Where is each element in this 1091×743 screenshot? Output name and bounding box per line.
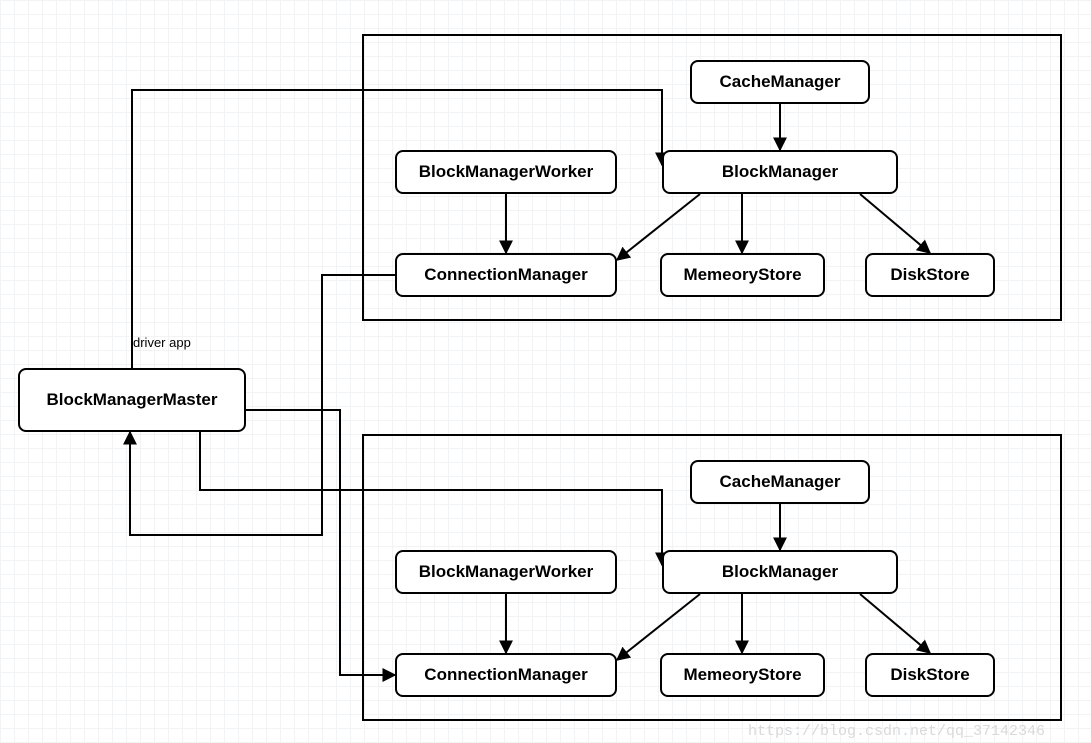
node-label: MemeoryStore	[683, 665, 801, 685]
node-memory-store-1: MemeoryStore	[660, 253, 825, 297]
node-block-manager-master: BlockManagerMaster	[18, 368, 246, 432]
node-block-manager-2: BlockManager	[662, 550, 898, 594]
node-label: BlockManager	[722, 162, 838, 182]
node-label: BlockManagerMaster	[46, 390, 217, 410]
node-connection-manager-2: ConnectionManager	[395, 653, 617, 697]
node-disk-store-2: DiskStore	[865, 653, 995, 697]
node-label: BlockManagerWorker	[419, 162, 593, 182]
node-label: ConnectionManager	[424, 665, 587, 685]
node-disk-store-1: DiskStore	[865, 253, 995, 297]
node-cache-manager-2: CacheManager	[690, 460, 870, 504]
node-label: CacheManager	[720, 72, 841, 92]
node-label: MemeoryStore	[683, 265, 801, 285]
label-driver-app: driver app	[133, 335, 191, 350]
node-block-manager-1: BlockManager	[662, 150, 898, 194]
node-cache-manager-1: CacheManager	[690, 60, 870, 104]
watermark-text: https://blog.csdn.net/qq_37142346	[748, 723, 1045, 740]
node-label: CacheManager	[720, 472, 841, 492]
node-label: BlockManager	[722, 562, 838, 582]
node-connection-manager-1: ConnectionManager	[395, 253, 617, 297]
node-block-manager-worker-2: BlockManagerWorker	[395, 550, 617, 594]
label-text: driver app	[133, 335, 191, 350]
node-label: DiskStore	[890, 265, 969, 285]
node-label: BlockManagerWorker	[419, 562, 593, 582]
node-memory-store-2: MemeoryStore	[660, 653, 825, 697]
node-block-manager-worker-1: BlockManagerWorker	[395, 150, 617, 194]
node-label: DiskStore	[890, 665, 969, 685]
watermark: https://blog.csdn.net/qq_37142346	[748, 723, 1045, 740]
node-label: ConnectionManager	[424, 265, 587, 285]
